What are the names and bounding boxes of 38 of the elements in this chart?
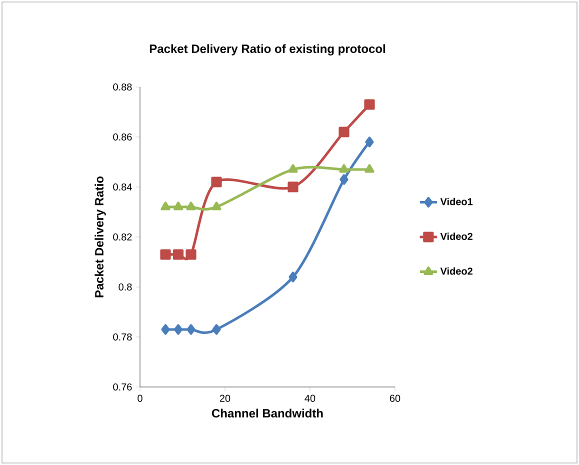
x-tick-label: 40 — [304, 394, 316, 402]
point — [160, 249, 171, 260]
point — [186, 202, 196, 210]
point — [172, 249, 184, 260]
point — [340, 174, 348, 185]
legend-label: Video2 — [440, 232, 472, 240]
point — [173, 202, 184, 210]
point — [211, 176, 222, 188]
x-tick-label: 20 — [220, 394, 230, 402]
legend-label: Video1 — [440, 198, 473, 206]
point — [186, 324, 196, 335]
point — [186, 249, 196, 260]
point — [364, 164, 374, 173]
point — [288, 182, 298, 192]
point — [288, 164, 298, 173]
point — [174, 324, 183, 335]
y-tick-label: 0.78 — [113, 333, 132, 341]
chart-title: Packet Delivery Ratio of existing protocol — [150, 44, 385, 56]
point — [161, 324, 170, 335]
point — [365, 136, 374, 148]
point — [339, 164, 349, 173]
point — [364, 99, 375, 110]
y-tick-label: 0.8 — [118, 283, 132, 291]
x-tick-label: 0 — [138, 394, 142, 402]
point — [288, 272, 298, 282]
x-axis-title: Channel Bandwidth — [212, 408, 323, 418]
y-tick-label: 0.76 — [113, 383, 132, 391]
point — [212, 324, 221, 335]
y-tick-label: 0.82 — [113, 233, 132, 241]
point — [160, 202, 170, 210]
point — [338, 126, 350, 138]
y-tick-label: 0.86 — [113, 133, 132, 141]
y-tick-label: 0.84 — [113, 183, 132, 191]
legend-label: Video2 — [440, 267, 472, 275]
point — [212, 202, 222, 210]
y-axis-title: Packet Delivery Ratio — [94, 176, 106, 298]
y-tick-label: 0.88 — [113, 83, 132, 91]
x-tick-label: 60 — [390, 394, 400, 402]
